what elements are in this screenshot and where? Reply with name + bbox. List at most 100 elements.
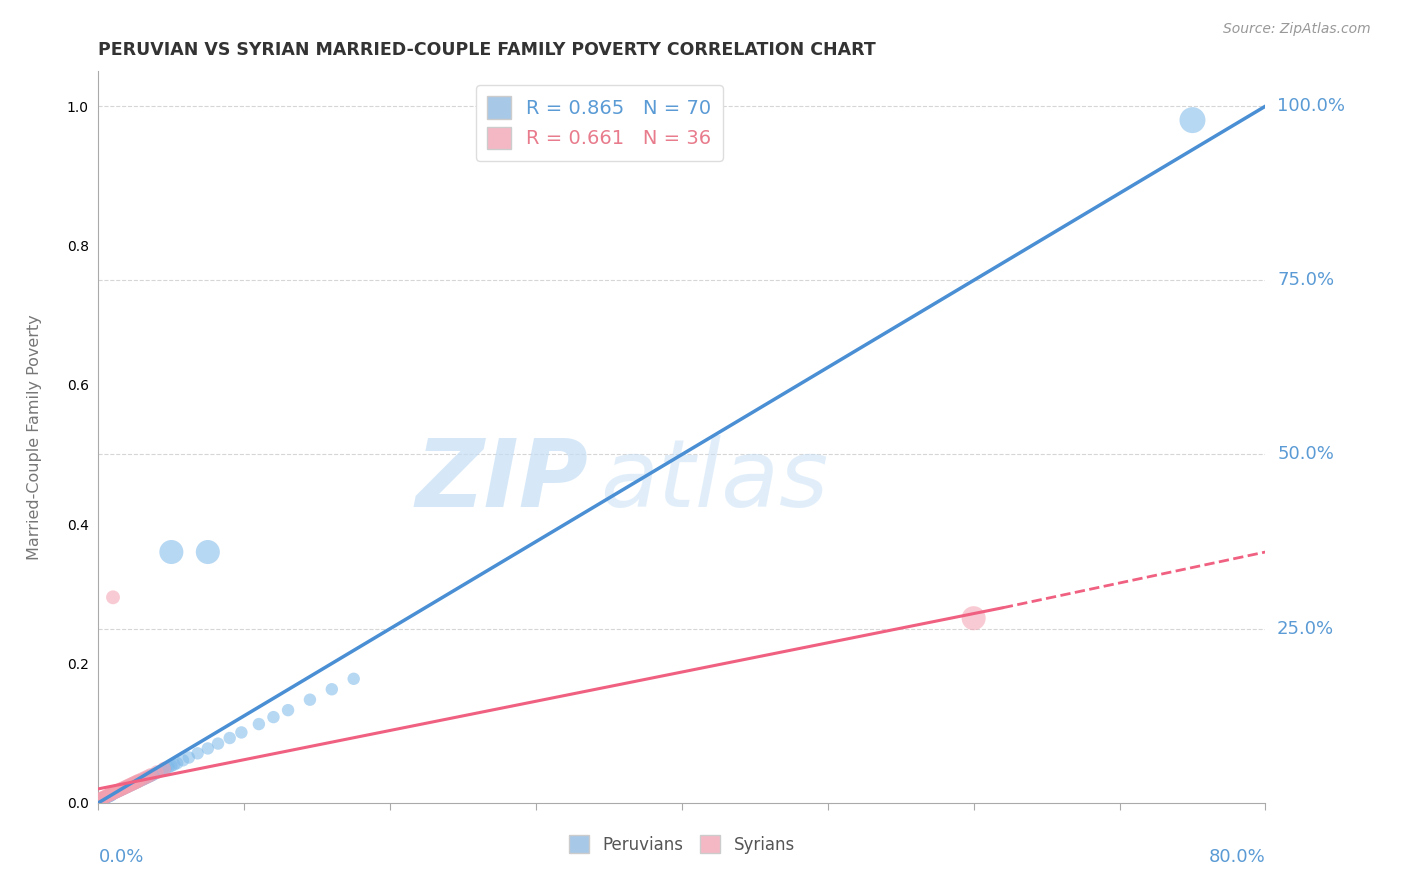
Point xyxy=(100,788,122,802)
Text: Married-Couple Family Poverty: Married-Couple Family Poverty xyxy=(27,314,42,560)
Point xyxy=(146,765,169,780)
Point xyxy=(115,780,138,794)
Point xyxy=(96,789,118,804)
Point xyxy=(101,787,124,801)
Point xyxy=(166,756,188,770)
Text: 100.0%: 100.0% xyxy=(1277,97,1346,115)
Point xyxy=(94,790,117,805)
Point xyxy=(121,778,143,792)
Point xyxy=(142,767,165,781)
Point xyxy=(115,780,138,795)
Point xyxy=(103,786,125,800)
Point xyxy=(124,775,146,789)
Point xyxy=(97,789,120,804)
Point xyxy=(112,781,135,796)
Text: atlas: atlas xyxy=(600,435,828,526)
Point xyxy=(132,772,155,786)
Point xyxy=(100,788,122,802)
Point xyxy=(134,771,156,785)
Point xyxy=(111,782,134,797)
Point xyxy=(138,769,160,783)
Point xyxy=(231,725,253,739)
Point xyxy=(93,791,115,805)
Point xyxy=(129,773,152,788)
Point xyxy=(207,737,229,751)
Point xyxy=(90,793,112,807)
Point xyxy=(131,772,153,787)
Text: 80.0%: 80.0% xyxy=(1209,848,1265,866)
Point xyxy=(124,776,146,790)
Point xyxy=(101,786,124,800)
Point xyxy=(104,785,127,799)
Point xyxy=(153,762,176,776)
Point xyxy=(146,765,169,780)
Point xyxy=(298,692,321,706)
Point xyxy=(277,703,299,717)
Point xyxy=(136,769,159,783)
Point xyxy=(90,791,112,805)
Point xyxy=(343,672,366,686)
Point xyxy=(177,750,200,764)
Point xyxy=(125,775,148,789)
Point xyxy=(152,763,174,777)
Point xyxy=(139,769,162,783)
Point xyxy=(100,787,122,801)
Point xyxy=(218,731,240,745)
Point xyxy=(111,781,134,796)
Point xyxy=(101,591,124,605)
Point xyxy=(163,757,186,772)
Point xyxy=(141,768,163,782)
Point xyxy=(160,759,183,773)
Text: 50.0%: 50.0% xyxy=(1277,445,1334,464)
Point xyxy=(118,779,141,793)
Point xyxy=(122,776,145,790)
Point xyxy=(110,782,132,797)
Point xyxy=(93,790,115,805)
Point xyxy=(90,792,112,806)
Point xyxy=(127,775,149,789)
Point xyxy=(118,778,141,792)
Point xyxy=(172,753,194,767)
Point xyxy=(117,780,139,794)
Point xyxy=(117,779,139,793)
Point xyxy=(105,785,128,799)
Point xyxy=(93,791,115,805)
Point xyxy=(127,774,149,789)
Text: Source: ZipAtlas.com: Source: ZipAtlas.com xyxy=(1223,22,1371,37)
Point xyxy=(155,762,177,776)
Point xyxy=(134,772,156,786)
Point xyxy=(160,545,183,559)
Point xyxy=(136,770,159,784)
Point xyxy=(135,771,157,785)
Point xyxy=(157,760,180,774)
Point xyxy=(91,791,114,805)
Point xyxy=(91,791,114,805)
Point xyxy=(104,785,127,799)
Point xyxy=(121,777,143,791)
Point xyxy=(197,741,219,756)
Point xyxy=(197,545,219,559)
Point xyxy=(1181,113,1204,128)
Point xyxy=(120,778,142,792)
Point xyxy=(94,789,117,804)
Point xyxy=(247,717,270,731)
Text: ZIP: ZIP xyxy=(416,435,589,527)
Point xyxy=(105,784,128,798)
Text: PERUVIAN VS SYRIAN MARRIED-COUPLE FAMILY POVERTY CORRELATION CHART: PERUVIAN VS SYRIAN MARRIED-COUPLE FAMILY… xyxy=(98,41,876,59)
Point xyxy=(321,682,343,697)
Point xyxy=(96,790,118,805)
Text: 25.0%: 25.0% xyxy=(1277,620,1334,638)
Point xyxy=(98,789,121,803)
Point xyxy=(120,778,142,792)
Point xyxy=(91,792,114,806)
Point xyxy=(125,775,148,789)
Point xyxy=(89,794,111,808)
Point xyxy=(128,774,150,789)
Point xyxy=(98,788,121,802)
Point xyxy=(128,773,150,788)
Point xyxy=(114,780,136,795)
Point xyxy=(114,781,136,796)
Text: 75.0%: 75.0% xyxy=(1277,271,1334,289)
Legend: Peruvians, Syrians: Peruvians, Syrians xyxy=(562,829,801,860)
Point xyxy=(122,777,145,791)
